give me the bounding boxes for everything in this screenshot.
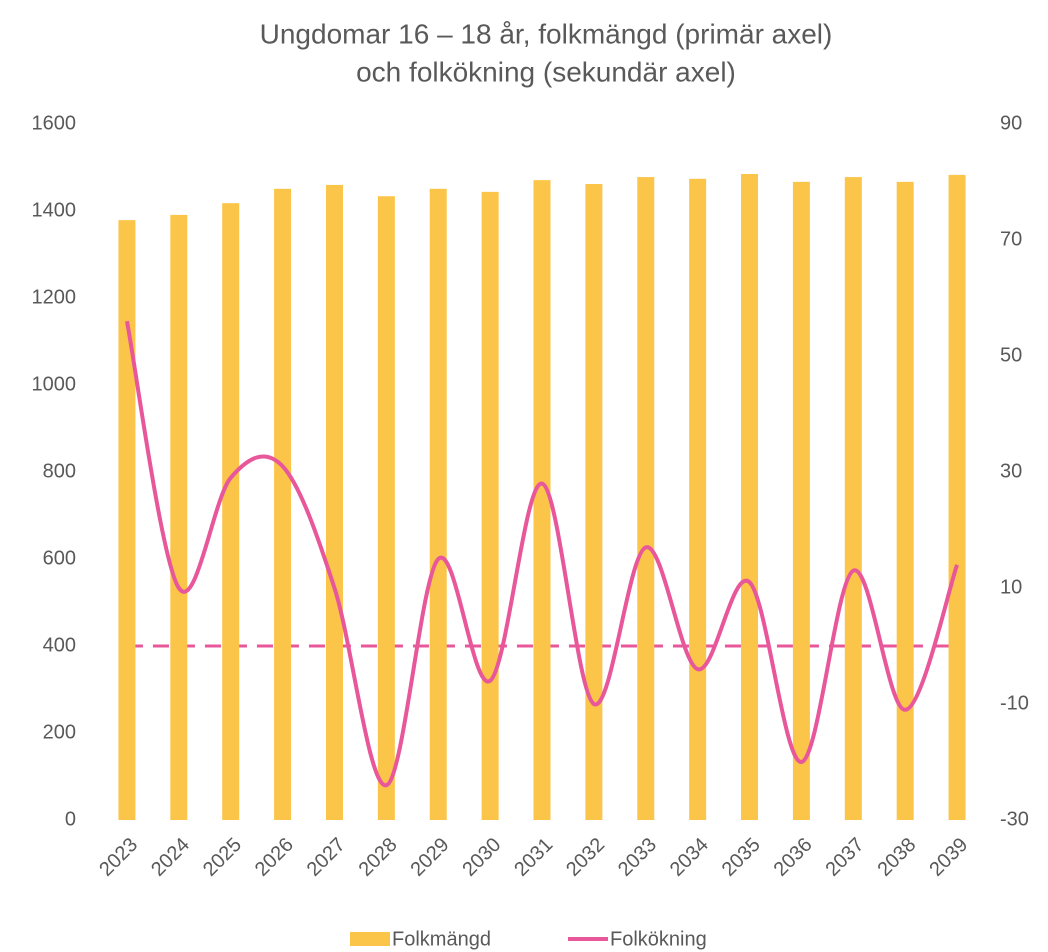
x-tick-label: 2039: [925, 834, 972, 881]
legend-swatch: [350, 932, 390, 946]
bar: [689, 178, 707, 820]
x-tick-label: 2035: [718, 834, 765, 881]
x-tick-label: 2028: [355, 834, 402, 881]
y-tick-label: 0: [65, 808, 76, 830]
bar: [222, 203, 240, 821]
bar: [481, 191, 499, 821]
bar: [896, 181, 914, 821]
x-tick-label: 2036: [770, 834, 817, 881]
x-tick-label: 2033: [614, 834, 661, 881]
bar: [429, 188, 447, 820]
y-tick-label: 1000: [32, 373, 77, 395]
bar: [948, 174, 966, 820]
bar: [274, 188, 292, 820]
x-tick-label: 2030: [458, 834, 505, 881]
y-tick-label: 400: [43, 634, 76, 656]
y-tick-label: 1200: [32, 286, 77, 308]
x-tick-label: 2034: [666, 834, 713, 881]
x-tick-label: 2031: [510, 834, 557, 881]
x-tick-label: 2023: [95, 834, 142, 881]
x-tick-label: 2026: [251, 834, 298, 881]
line: [124, 320, 959, 788]
bar: [844, 177, 862, 820]
y-tick-label: 600: [43, 547, 76, 569]
legend-label: Folkmängd: [392, 928, 491, 950]
x-tick-label: 2032: [562, 834, 609, 881]
x-tick-label: 2037: [822, 834, 869, 881]
y2-tick-label: 90: [1000, 112, 1022, 134]
y-tick-label: 1400: [32, 199, 77, 221]
y2-tick-label: -10: [1000, 692, 1029, 714]
bar: [325, 184, 343, 820]
x-tick-label: 2027: [303, 834, 350, 881]
y2-tick-label: 50: [1000, 344, 1022, 366]
y-tick-label: 1600: [32, 112, 77, 134]
x-tick-label: 2025: [199, 834, 246, 881]
y2-tick-label: 10: [1000, 576, 1022, 598]
bar: [637, 177, 655, 820]
bar: [118, 220, 136, 820]
x-tick-label: 2024: [147, 834, 194, 881]
y2-tick-label: 30: [1000, 460, 1022, 482]
y-tick-label: 200: [43, 721, 76, 743]
chart-title: Ungdomar 16 – 18 år, folkmängd (primär a…: [260, 18, 833, 49]
bar: [533, 180, 551, 821]
bar: [741, 174, 759, 820]
bar: [170, 214, 188, 821]
bar: [585, 184, 603, 820]
y-tick-label: 800: [43, 460, 76, 482]
bar: [377, 196, 395, 820]
x-tick-label: 2029: [406, 834, 453, 881]
x-tick-label: 2038: [873, 834, 920, 881]
y2-tick-label: -30: [1000, 808, 1029, 830]
bar: [792, 181, 810, 821]
chart-title: och folkökning (sekundär axel): [356, 56, 736, 87]
y2-tick-label: 70: [1000, 228, 1022, 250]
legend-label: Folkökning: [610, 928, 707, 950]
